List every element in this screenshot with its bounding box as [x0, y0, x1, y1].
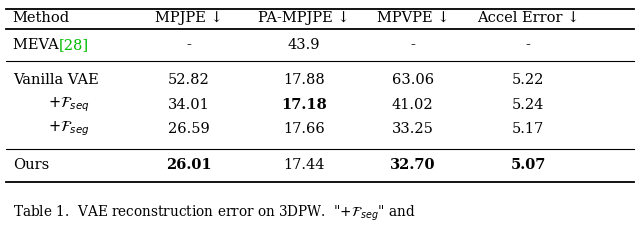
Text: 17.18: 17.18: [281, 98, 327, 112]
Text: Ours: Ours: [13, 158, 49, 172]
Text: 34.01: 34.01: [168, 98, 210, 112]
Text: 32.70: 32.70: [390, 158, 436, 172]
Text: MPVPE ↓: MPVPE ↓: [376, 11, 449, 25]
Text: Vanilla VAE: Vanilla VAE: [13, 73, 99, 87]
Text: $+\mathcal{F}_{seq}$: $+\mathcal{F}_{seq}$: [48, 95, 90, 114]
Text: $+\mathcal{F}_{seg}$: $+\mathcal{F}_{seg}$: [48, 120, 90, 138]
Text: 5.07: 5.07: [510, 158, 546, 172]
Text: 33.25: 33.25: [392, 122, 434, 136]
Text: Table 1.  VAE reconstruction error on 3DPW.  "$+\mathcal{F}_{seg}$" and: Table 1. VAE reconstruction error on 3DP…: [13, 204, 415, 223]
Text: -: -: [525, 38, 531, 52]
Text: 41.02: 41.02: [392, 98, 434, 112]
Text: 5.24: 5.24: [512, 98, 544, 112]
Text: 26.59: 26.59: [168, 122, 210, 136]
Text: 63.06: 63.06: [392, 73, 434, 87]
Text: [28]: [28]: [59, 38, 89, 52]
Text: 17.88: 17.88: [283, 73, 325, 87]
Text: 5.17: 5.17: [512, 122, 544, 136]
Text: -: -: [186, 38, 191, 52]
Text: Method: Method: [13, 11, 70, 25]
Text: Accel Error ↓: Accel Error ↓: [477, 11, 579, 25]
Text: PA-MPJPE ↓: PA-MPJPE ↓: [258, 11, 350, 25]
Text: 17.66: 17.66: [283, 122, 325, 136]
Text: 26.01: 26.01: [166, 158, 212, 172]
Text: MPJPE ↓: MPJPE ↓: [155, 11, 223, 25]
Text: 43.9: 43.9: [288, 38, 320, 52]
Text: 17.44: 17.44: [284, 158, 324, 172]
Text: MEVA: MEVA: [13, 38, 63, 52]
Text: 52.82: 52.82: [168, 73, 210, 87]
Text: 5.22: 5.22: [512, 73, 544, 87]
Text: -: -: [410, 38, 415, 52]
